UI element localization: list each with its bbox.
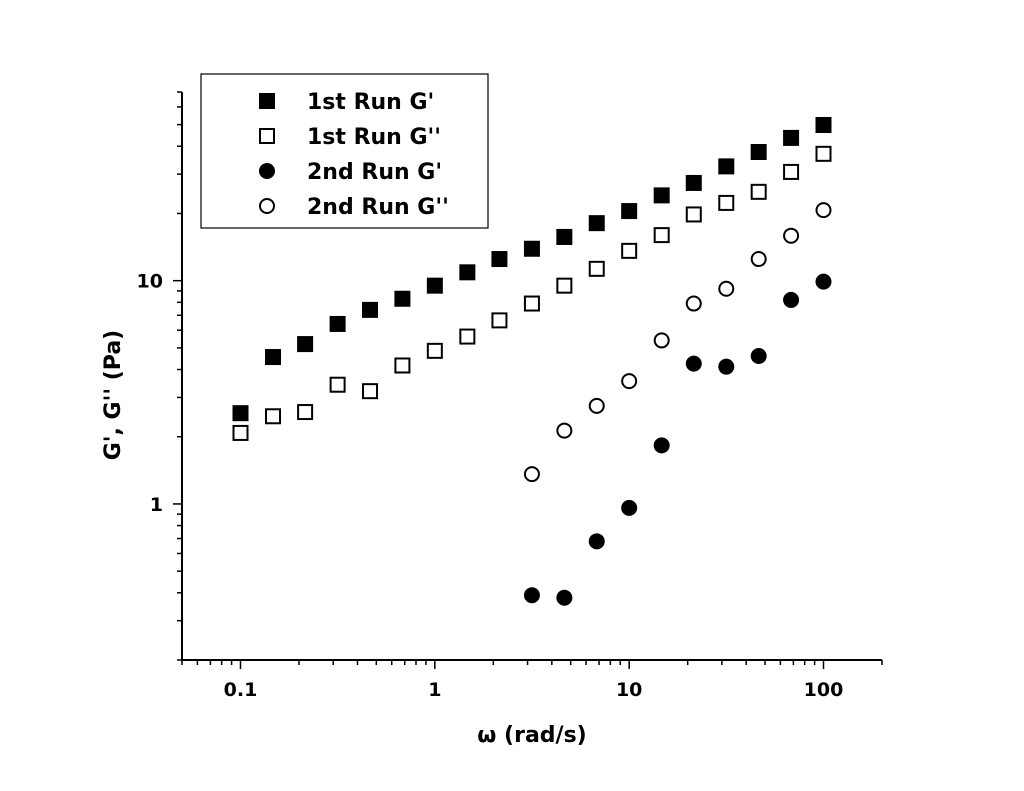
legend-items: 1st Run G' 1st Run G'' 2nd Run G' 2nd Run G… bbox=[259, 90, 449, 220]
data-point bbox=[329, 315, 346, 332]
data-point bbox=[297, 404, 314, 421]
data-point bbox=[491, 251, 508, 268]
data-point bbox=[588, 215, 605, 232]
data-point bbox=[394, 357, 411, 374]
data-point bbox=[265, 408, 282, 425]
tick-labels: 0.1 1 10 100 1 10 bbox=[137, 271, 844, 701]
legend-label: 1st Run G' bbox=[307, 90, 434, 115]
data-point bbox=[459, 264, 476, 281]
y-axis-title: G', G'' (Pa) bbox=[101, 330, 126, 461]
series-1 bbox=[232, 145, 832, 441]
data-point bbox=[783, 129, 800, 146]
data-point bbox=[556, 277, 573, 294]
data-point bbox=[556, 422, 573, 439]
data-point bbox=[621, 373, 638, 390]
x-tick-label: 100 bbox=[804, 679, 844, 701]
data-point bbox=[685, 355, 702, 372]
data-point bbox=[621, 242, 638, 259]
data-point bbox=[362, 383, 379, 400]
series-3 bbox=[523, 202, 832, 483]
legend-marker bbox=[259, 163, 275, 179]
data-point bbox=[815, 273, 832, 290]
data-point bbox=[815, 117, 832, 134]
data-point bbox=[653, 227, 670, 244]
data-point bbox=[783, 227, 800, 244]
data-point bbox=[426, 277, 443, 294]
data-point bbox=[232, 405, 249, 422]
data-point bbox=[329, 376, 346, 393]
data-point bbox=[815, 145, 832, 162]
legend-marker bbox=[259, 93, 275, 109]
data-point bbox=[783, 291, 800, 308]
data-point bbox=[588, 397, 605, 414]
data-point bbox=[556, 228, 573, 245]
data-point bbox=[523, 295, 540, 312]
data-point bbox=[653, 187, 670, 204]
x-tick-label: 0.1 bbox=[224, 679, 258, 701]
y-tick-label: 10 bbox=[137, 271, 163, 293]
data-point bbox=[653, 332, 670, 349]
data-point bbox=[232, 424, 249, 441]
data-point bbox=[718, 194, 735, 211]
data-point bbox=[523, 466, 540, 483]
data-point bbox=[426, 342, 443, 359]
data-point bbox=[362, 301, 379, 318]
x-tick-label: 1 bbox=[428, 679, 441, 701]
series-0 bbox=[232, 117, 832, 422]
data-point bbox=[750, 251, 767, 268]
y-tick-label: 1 bbox=[150, 494, 163, 516]
data-marks bbox=[232, 117, 832, 606]
data-point bbox=[621, 203, 638, 220]
data-point bbox=[718, 358, 735, 375]
data-point bbox=[750, 183, 767, 200]
data-point bbox=[783, 163, 800, 180]
legend-marker bbox=[259, 128, 275, 144]
data-point bbox=[750, 347, 767, 364]
legend-label: 2nd Run G' bbox=[307, 160, 442, 185]
data-point bbox=[685, 174, 702, 191]
ticks bbox=[173, 91, 883, 669]
data-point bbox=[297, 336, 314, 353]
data-point bbox=[815, 202, 832, 219]
data-point bbox=[523, 587, 540, 604]
x-tick-label: 10 bbox=[616, 679, 642, 701]
data-point bbox=[523, 240, 540, 257]
data-point bbox=[685, 206, 702, 223]
series-2 bbox=[523, 273, 832, 606]
data-point bbox=[265, 349, 282, 366]
data-point bbox=[588, 533, 605, 550]
data-point bbox=[394, 290, 411, 307]
data-point bbox=[685, 295, 702, 312]
data-point bbox=[750, 144, 767, 161]
x-axis-title: ω (rad/s) bbox=[477, 723, 586, 748]
data-point bbox=[621, 499, 638, 516]
data-point bbox=[459, 328, 476, 345]
data-point bbox=[556, 589, 573, 606]
legend-label: 2nd Run G'' bbox=[307, 195, 449, 220]
data-point bbox=[718, 158, 735, 175]
data-point bbox=[653, 437, 670, 454]
legend-label: 1st Run G'' bbox=[307, 125, 441, 150]
data-point bbox=[718, 280, 735, 297]
legend: 1st Run G' 1st Run G'' 2nd Run G' 2nd Run G… bbox=[200, 73, 489, 229]
legend-marker bbox=[259, 198, 275, 214]
legend-box bbox=[200, 73, 489, 229]
data-point bbox=[491, 312, 508, 329]
data-point bbox=[588, 260, 605, 277]
